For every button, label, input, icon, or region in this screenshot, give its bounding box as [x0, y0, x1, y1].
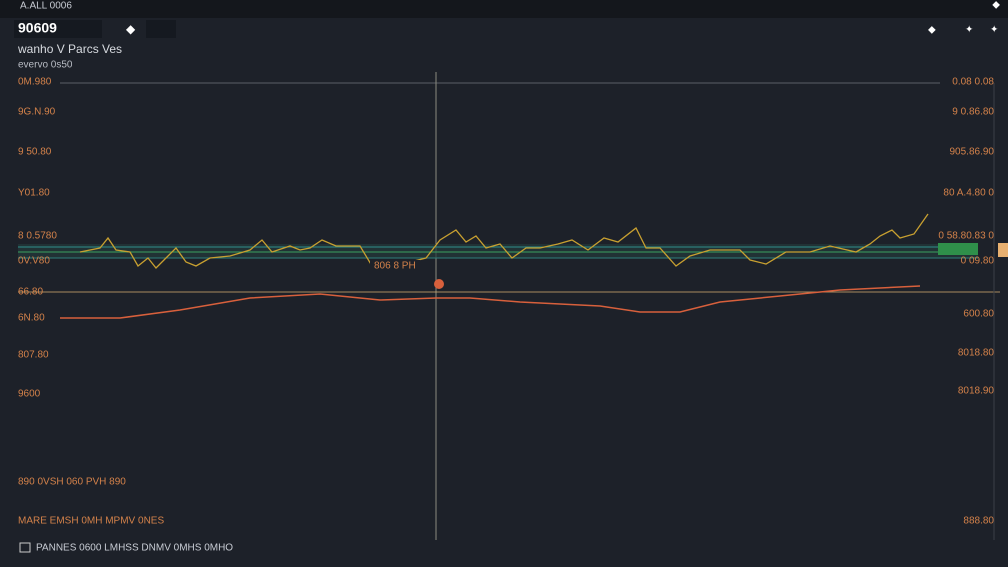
right-axis-label: 600.80	[963, 309, 994, 320]
annotation: 806 8 PH	[374, 261, 416, 272]
marker[interactable]	[434, 279, 444, 289]
left-axis-label: 66.80	[18, 287, 43, 298]
indicator-series	[60, 285, 921, 319]
right-axis-label: 905.86.90	[950, 147, 995, 158]
left-axis-label: 9G.N.90	[18, 107, 56, 118]
left-axis-label: 807.80	[18, 350, 49, 361]
right-axis: 0.08 0.08 9 0.86.80 905.86.90 80 A.4.80 0 0 …	[938, 77, 994, 527]
top-bar	[0, 0, 1008, 18]
annotation-bg	[370, 260, 420, 272]
scroll-handle[interactable]	[998, 243, 1008, 257]
instrument-name: wanho V Parcs Ves	[17, 42, 122, 56]
right-axis-label: 0.08 0.08	[952, 77, 994, 88]
left-axis-label: 6N.80	[18, 313, 45, 324]
price-series	[79, 213, 929, 269]
price-tag	[938, 243, 978, 255]
right-axis-label: 8018.80	[958, 348, 995, 359]
left-axis-label: 9600	[18, 389, 41, 400]
right-axis-label: 80 A.4.80 0	[943, 188, 994, 199]
left-axis-label: MARE EMSH 0MH MPMV 0NES	[18, 516, 164, 527]
menu-icon[interactable]: ◆	[992, 0, 1000, 11]
band	[18, 244, 978, 258]
left-axis: 0M.980 9G.N.90 9 50.80 Y01.80 8 0.5780 0V.V80…	[18, 77, 164, 527]
tool-icon[interactable]: ✦	[990, 25, 998, 36]
breadcrumb: A.ALL 0006	[20, 1, 72, 12]
left-axis-label: 890 0VSH 060 PVH 890	[18, 477, 126, 488]
left-axis-label: 9 50.80	[18, 147, 52, 158]
footer: PANNES 0600 LMHSS DNMV 0MHS 0MHO	[36, 543, 233, 554]
right-axis-label: 0 09.80	[961, 256, 995, 267]
left-axis-label: 0V.V80	[18, 256, 50, 267]
right-axis-label: 8018.90	[958, 386, 995, 397]
left-axis-label: Y01.80	[18, 188, 50, 199]
ticker: 90609	[18, 20, 57, 36]
right-axis-label: 0 58.80.83 0	[938, 231, 994, 242]
ticker-box[interactable]	[14, 20, 102, 38]
left-axis-label: 8 0.5780	[18, 231, 57, 242]
input-box[interactable]	[146, 20, 176, 38]
right-axis-label: 9 0.86.80	[952, 107, 994, 118]
toggle-icon[interactable]: ◆	[126, 22, 136, 36]
tool-icon[interactable]: ✦	[965, 25, 973, 36]
tool-icon[interactable]: ◆	[928, 25, 936, 36]
instrument-sub: evervo 0s50	[18, 60, 73, 71]
left-axis-label: 0M.980	[18, 77, 52, 88]
checkbox[interactable]	[19, 542, 31, 553]
right-axis-label: 888.80	[963, 516, 994, 527]
